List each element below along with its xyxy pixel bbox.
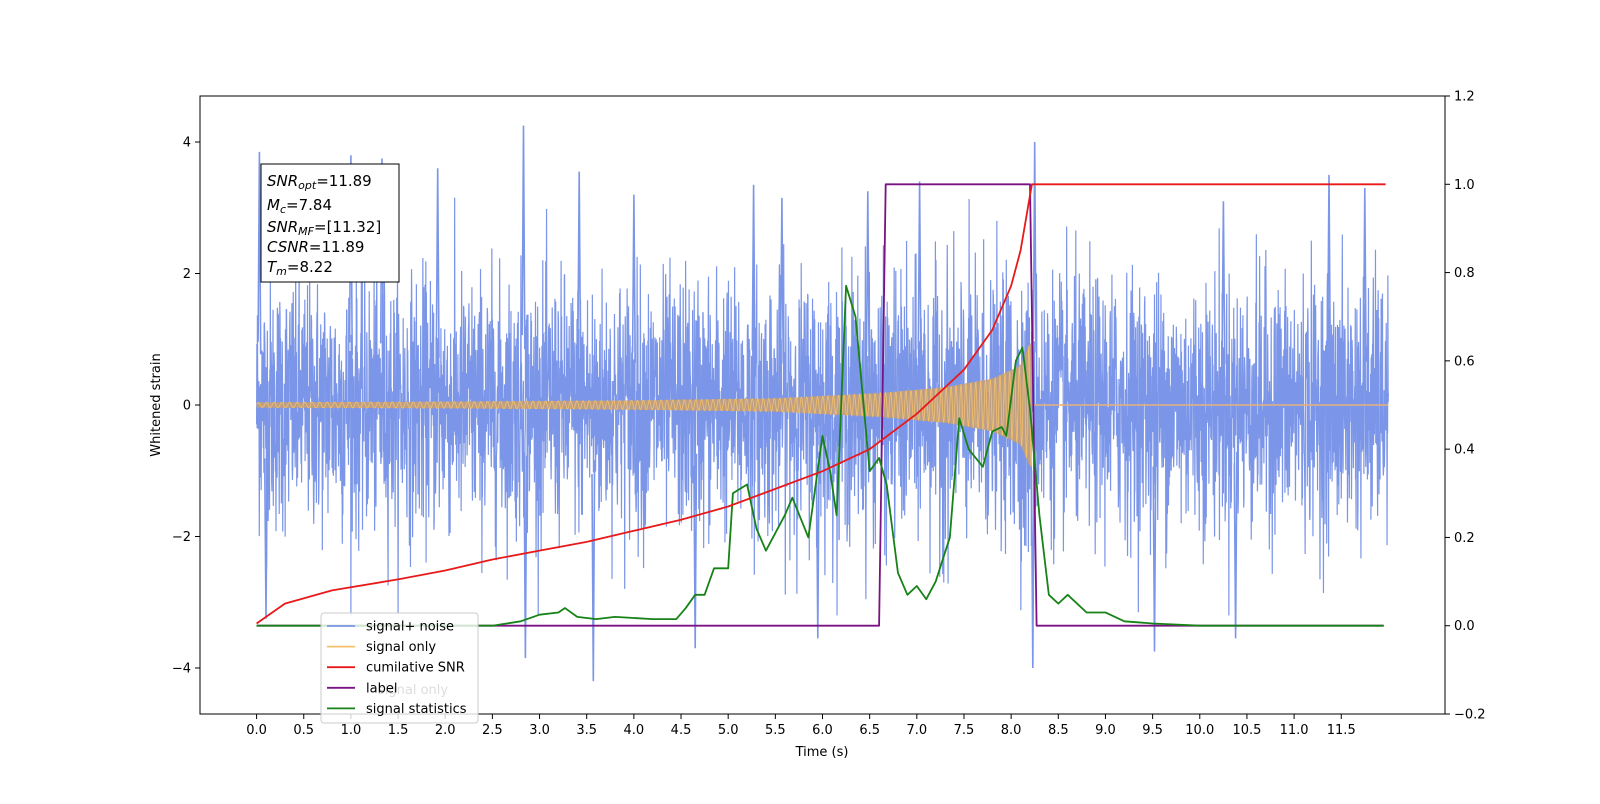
- y-right-tick-label: 1.2: [1454, 90, 1475, 105]
- series-signal-only: [256, 342, 1032, 468]
- x-tick-label: 11.5: [1327, 723, 1356, 738]
- legend-label: cumilative SNR: [366, 661, 465, 676]
- signal-noise-spike: [1326, 174, 1332, 360]
- signal-noise-spike: [779, 197, 784, 364]
- series-cumulative-snr: [256, 183, 1386, 625]
- x-tick-label: 0.5: [293, 723, 314, 738]
- info-mc: Mc=7.84: [267, 196, 332, 216]
- info-snr-opt: SNRopt=11.89: [267, 172, 372, 192]
- signal-noise-spike: [1362, 187, 1367, 362]
- x-tick-label: 7.5: [954, 723, 975, 738]
- signal-noise-spike: [591, 460, 596, 682]
- info-box: SNRopt=11.89 Mc=7.84 SNRMF=[11.32] CSNR=…: [260, 163, 400, 283]
- signal-noise-spike: [815, 451, 820, 639]
- signal-noise-spike: [1221, 201, 1226, 365]
- x-tick-label: 9.0: [1095, 723, 1116, 738]
- info-csnr: CSNR=11.89: [267, 238, 364, 256]
- x-tick-label: 2.0: [435, 723, 456, 738]
- signal-only-waveform: [256, 345, 1033, 467]
- y-left-tick-label: 0: [183, 399, 191, 414]
- legend: signal only signal+ noise signal only cumi…: [320, 612, 479, 724]
- signal-noise-spike: [917, 181, 922, 361]
- y-axis-left: 4 2 0 −2 −4: [172, 136, 200, 676]
- x-tick-label: 7.0: [906, 723, 927, 738]
- y-right-tick-label: 0.8: [1454, 266, 1475, 281]
- y-axis-label: Whitened strain: [149, 353, 164, 456]
- series-signal-noise: [255, 197, 1390, 616]
- legend-label: signal only: [366, 640, 436, 655]
- x-tick-label: 8.5: [1048, 723, 1069, 738]
- y-left-tick-label: −4: [172, 661, 191, 676]
- x-tick-label: 4.0: [624, 723, 645, 738]
- signal-noise-spike: [865, 191, 870, 363]
- x-axis-label: Time (s): [795, 745, 849, 760]
- legend-label: signal+ noise: [366, 620, 454, 635]
- y-right-tick-label: −0.2: [1454, 708, 1486, 723]
- x-tick-label: 6.5: [859, 723, 880, 738]
- signal-noise-spike: [693, 453, 698, 649]
- signal-noise-spike: [263, 447, 269, 619]
- info-snr-mf: SNRMF=[11.32]: [267, 218, 381, 238]
- x-tick-label: 1.5: [388, 723, 409, 738]
- signal-noise-spike: [257, 151, 262, 355]
- y-right-tick-label: 0.4: [1454, 443, 1475, 458]
- x-axis: 0.0 0.5 1.0 1.5 2.0 2.5 3.0 3.5 4.0 4.5 5.0 5.5 6.0 6…: [246, 714, 1356, 738]
- signal-noise-spike: [577, 171, 582, 359]
- y-right-tick-label: 0.2: [1454, 531, 1475, 546]
- x-tick-label: 9.5: [1142, 723, 1163, 738]
- x-tick-label: 8.0: [1001, 723, 1022, 738]
- x-tick-label: 4.5: [671, 723, 692, 738]
- series-label: [256, 183, 1384, 627]
- y-left-tick-label: 4: [183, 136, 191, 151]
- x-tick-label: 10.0: [1185, 723, 1214, 738]
- signal-noise-spike: [631, 194, 636, 363]
- y-right-tick-label: 0.6: [1454, 354, 1475, 369]
- x-tick-label: 11.0: [1280, 723, 1309, 738]
- x-tick-label: 1.0: [341, 723, 362, 738]
- y-left-tick-label: 2: [183, 267, 191, 282]
- signal-noise-spike: [1030, 457, 1035, 669]
- signal-noise-spike: [521, 125, 526, 350]
- signal-noise-spike: [1233, 451, 1238, 639]
- legend-label: signal statistics: [366, 702, 467, 717]
- x-tick-label: 3.5: [576, 723, 597, 738]
- y-left-tick-label: −2: [172, 530, 191, 545]
- x-tick-label: 10.5: [1232, 723, 1261, 738]
- x-tick-label: 5.5: [765, 723, 786, 738]
- signal-noise-spike: [523, 455, 528, 659]
- signal-noise-spike: [1032, 141, 1037, 353]
- legend-label: label: [366, 681, 397, 696]
- legend-overlap-text: signal only: [378, 683, 448, 698]
- signal-noise-spike: [751, 184, 756, 362]
- x-tick-label: 6.0: [812, 723, 833, 738]
- y-right-tick-label: 1.0: [1454, 178, 1475, 193]
- y-axis-right: 1.2 1.0 0.8 0.6 0.4 0.2 0.0 −0.2: [1445, 90, 1486, 723]
- info-tm: Tm=8.22: [267, 258, 333, 278]
- x-tick-label: 0.0: [246, 723, 267, 738]
- series-signal-statistics: [256, 284, 1384, 627]
- signal-noise-spike: [435, 168, 440, 358]
- signal-noise-spike: [1152, 454, 1157, 652]
- x-tick-label: 5.0: [718, 723, 739, 738]
- x-tick-label: 3.0: [529, 723, 550, 738]
- y-right-tick-label: 0.0: [1454, 619, 1475, 634]
- x-tick-label: 2.5: [482, 723, 503, 738]
